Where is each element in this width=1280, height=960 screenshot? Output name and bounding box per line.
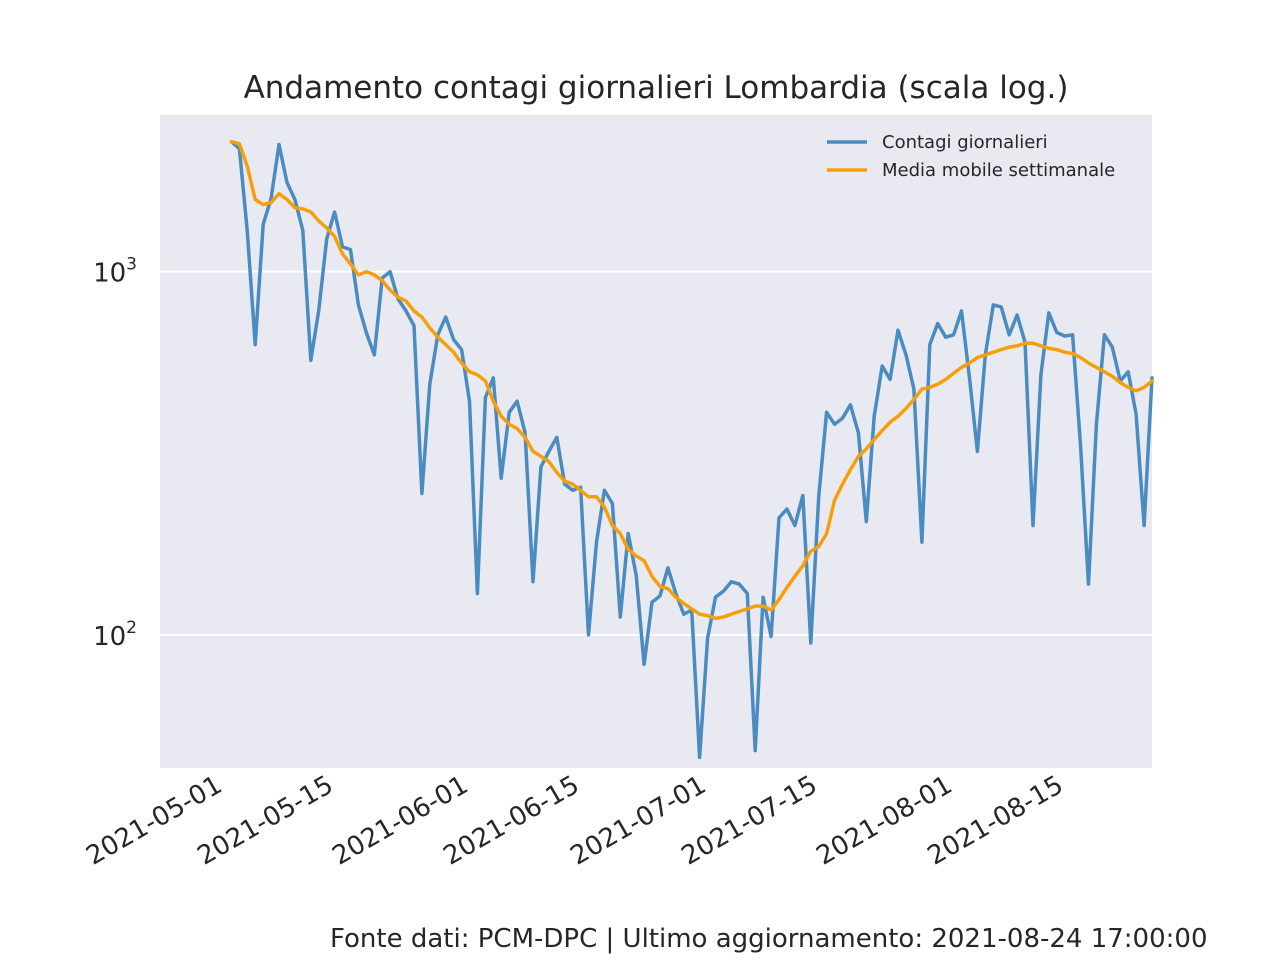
x-ticks: 2021-05-012021-05-152021-06-012021-06-15… bbox=[81, 770, 1068, 872]
y-tick-label: 103 bbox=[93, 255, 137, 289]
legend-label: Media mobile settimanale bbox=[882, 160, 1115, 181]
chart-title: Andamento contagi giornalieri Lombardia … bbox=[244, 70, 1069, 106]
legend: Contagi giornalieri Media mobile settiman… bbox=[827, 132, 1115, 181]
legend-label: Contagi giornalieri bbox=[882, 132, 1048, 153]
y-ticks: 102 103 bbox=[93, 255, 137, 652]
y-tick-label: 102 bbox=[93, 618, 137, 652]
grid bbox=[160, 270, 1152, 636]
series-group bbox=[229, 139, 1154, 760]
footer-source: Fonte dati: PCM-DPC | Ultimo aggiornamen… bbox=[330, 924, 1208, 954]
plot-background bbox=[160, 115, 1152, 768]
series-line-2 bbox=[229, 139, 1154, 621]
